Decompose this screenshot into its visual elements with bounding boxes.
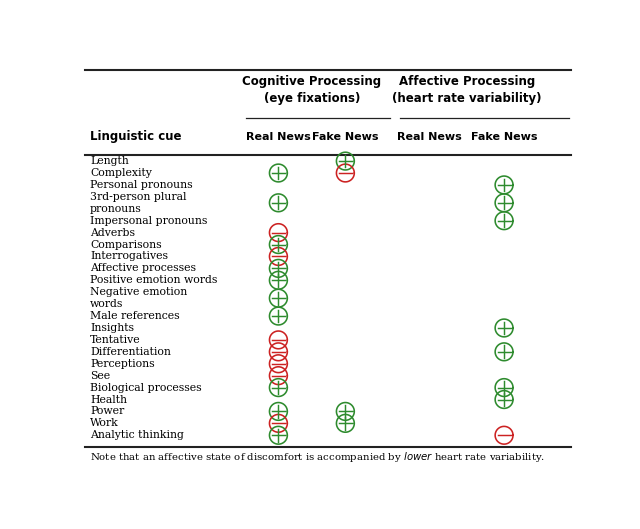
Text: Tentative: Tentative [90,335,141,345]
Text: Negative emotion
words: Negative emotion words [90,287,187,309]
Text: Interrogatives: Interrogatives [90,251,168,261]
Text: Work: Work [90,418,118,428]
Text: Affective Processing
(heart rate variability): Affective Processing (heart rate variabi… [392,75,541,105]
Text: Impersonal pronouns: Impersonal pronouns [90,216,207,226]
Text: Health: Health [90,395,127,405]
Text: Length: Length [90,156,129,166]
Text: Adverbs: Adverbs [90,227,135,238]
Text: Analytic thinking: Analytic thinking [90,430,184,440]
Text: Fake News: Fake News [312,132,379,142]
Text: Fake News: Fake News [471,132,538,142]
Text: Linguistic cue: Linguistic cue [90,130,181,143]
Text: Complexity: Complexity [90,168,152,178]
Text: Personal pronouns: Personal pronouns [90,180,193,190]
Text: Real News: Real News [397,132,462,142]
Text: Note that an affective state of discomfort is accompanied by $\it{lower}$ heart : Note that an affective state of discomfo… [90,450,545,464]
Text: 3rd-person plural
pronouns: 3rd-person plural pronouns [90,192,186,214]
Text: Affective processes: Affective processes [90,263,196,273]
Text: Power: Power [90,406,124,416]
Text: Positive emotion words: Positive emotion words [90,275,218,285]
Text: Male references: Male references [90,311,180,321]
Text: Perceptions: Perceptions [90,359,154,369]
Text: Differentiation: Differentiation [90,347,171,357]
Text: Comparisons: Comparisons [90,240,161,250]
Text: Cognitive Processing
(eye fixations): Cognitive Processing (eye fixations) [243,75,381,105]
Text: Real News: Real News [246,132,311,142]
Text: Biological processes: Biological processes [90,382,202,393]
Text: Insights: Insights [90,323,134,333]
Text: See: See [90,371,110,381]
